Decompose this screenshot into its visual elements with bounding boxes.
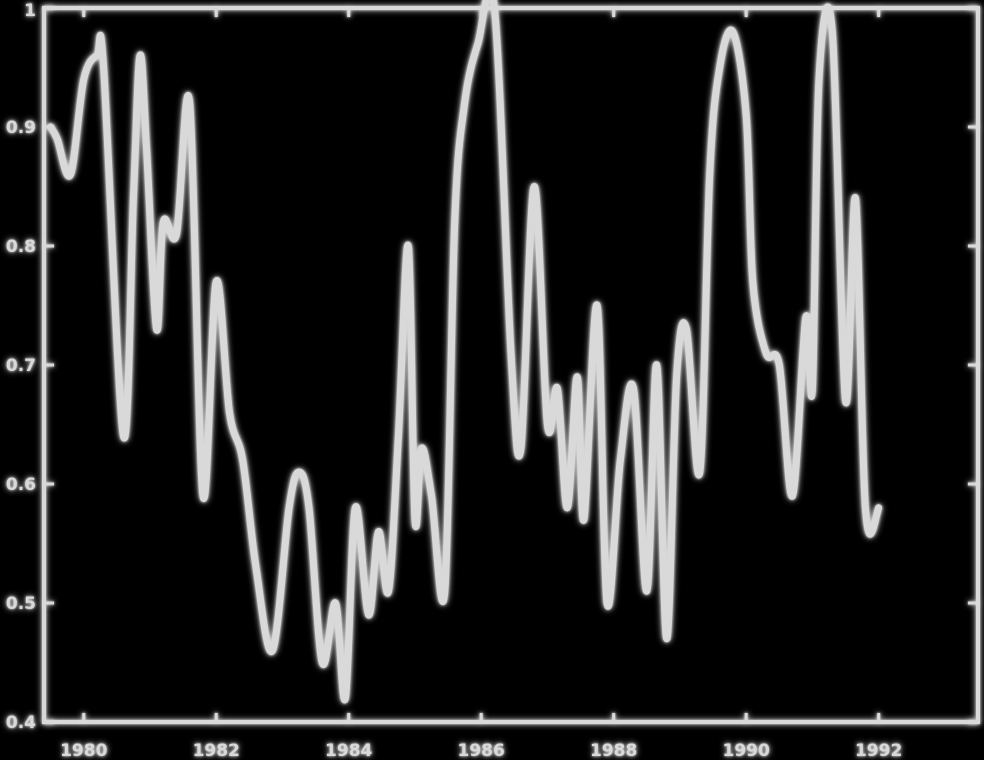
x-tick-label: 1990 xyxy=(722,741,769,760)
y-tick-label: 0.6 xyxy=(6,475,36,495)
x-tick-label: 1992 xyxy=(855,741,902,760)
series-line-0 xyxy=(47,0,883,704)
y-tick-label: 0.7 xyxy=(6,356,36,376)
x-tick-label: 1986 xyxy=(458,741,505,760)
axis-ticks xyxy=(44,6,978,724)
y-tick-label: 0.5 xyxy=(6,594,36,614)
x-tick-label: 1982 xyxy=(193,741,240,760)
series-layer xyxy=(47,0,969,704)
x-tick-label: 1980 xyxy=(60,741,107,760)
y-tick-label: 0.4 xyxy=(6,713,36,733)
tick-labels: 1980 1982 1984 1986 1988 1990 1992 0.4 0.5 0.6 0.7… xyxy=(6,1,902,760)
x-tick-label: 1988 xyxy=(590,741,637,760)
y-tick-label: 0.9 xyxy=(6,118,36,138)
x-tick-label: 1984 xyxy=(325,741,372,760)
y-tick-label: 0.8 xyxy=(6,237,36,257)
y-tick-label: 1 xyxy=(24,1,36,21)
